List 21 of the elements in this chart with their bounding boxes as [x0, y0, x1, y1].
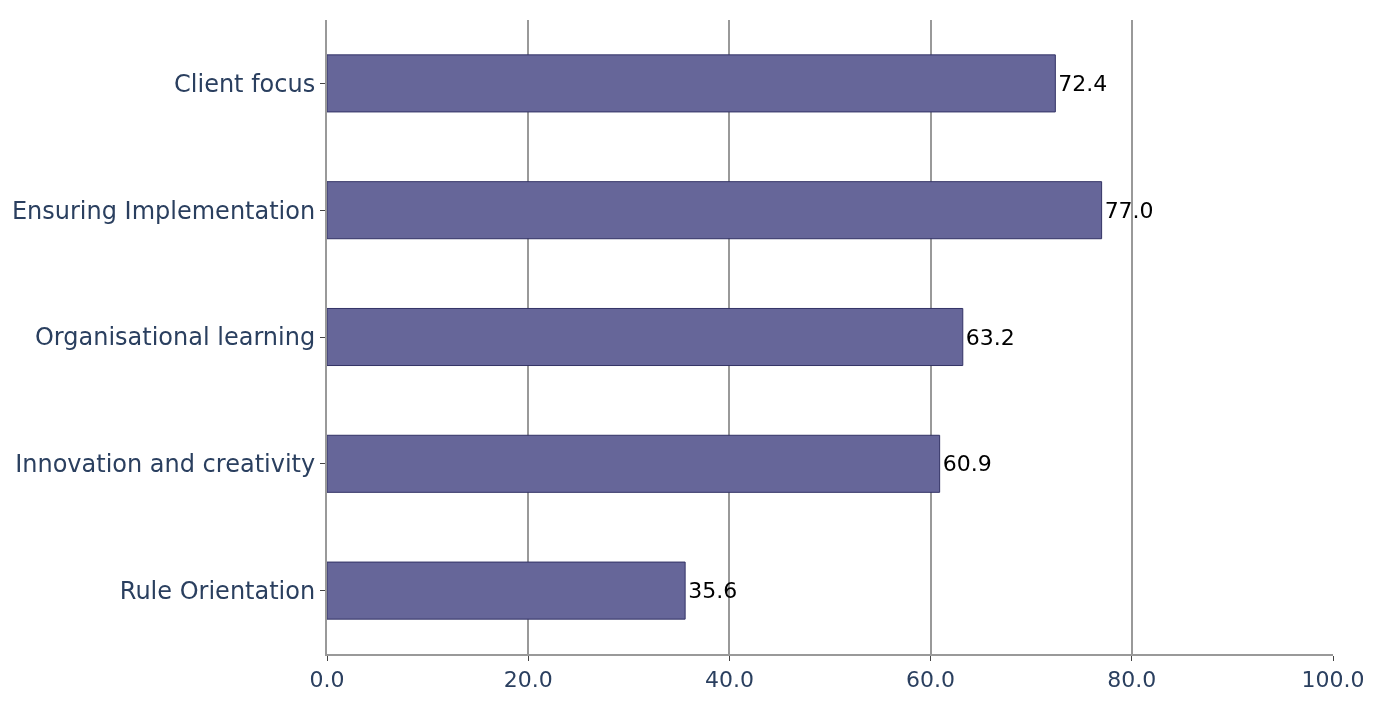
data-label: 63.2 [965, 324, 1015, 350]
x-tick-label: 20.0 [503, 667, 553, 693]
x-tick-label: 40.0 [704, 667, 754, 693]
data-label: 77.0 [1104, 197, 1154, 223]
bar [327, 561, 686, 620]
y-tick-label: Rule Orientation [119, 577, 316, 605]
x-tick-label: 0.0 [309, 667, 345, 693]
data-label: 60.9 [942, 451, 992, 477]
y-tick-label: Innovation and creativity [15, 450, 316, 479]
data-label: 72.4 [1058, 70, 1108, 96]
data-label: 35.6 [688, 578, 738, 604]
x-tick-label: 60.0 [906, 667, 956, 693]
x-tick-label: 100.0 [1301, 667, 1365, 693]
bar [327, 54, 1056, 113]
y-tick-label: Organisational learning [34, 323, 316, 352]
bar [327, 307, 964, 367]
x-tick-label: 80.0 [1107, 667, 1157, 693]
y-tick-label: Ensuring Implementation [11, 196, 316, 225]
bar [327, 434, 941, 493]
bar [327, 181, 1103, 240]
y-tick-label: Client focus [174, 69, 316, 98]
